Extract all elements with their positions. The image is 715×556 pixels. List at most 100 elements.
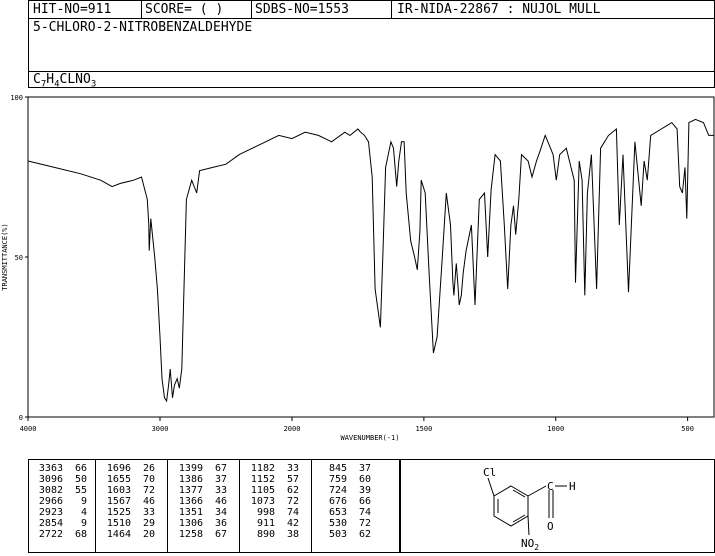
peak-wavenumber: 1366 bbox=[178, 496, 203, 507]
peak-row: 1377 33 bbox=[173, 485, 227, 496]
peak-transmittance: 74 bbox=[286, 507, 299, 518]
peak-transmittance: 9 bbox=[80, 496, 87, 507]
peak-wavenumber: 1105 bbox=[250, 485, 275, 496]
header-rule bbox=[29, 18, 714, 19]
peak-transmittance: 60 bbox=[358, 474, 371, 485]
peak-row: 3096 50 bbox=[33, 474, 87, 485]
peak-transmittance: 67 bbox=[214, 529, 227, 540]
peak-wavenumber: 3082 bbox=[38, 485, 63, 496]
peak-wavenumber: 1464 bbox=[106, 529, 131, 540]
peak-row: 1567 46 bbox=[101, 496, 155, 507]
peak-wavenumber: 1258 bbox=[178, 529, 203, 540]
peak-row: 890 38 bbox=[245, 529, 299, 540]
peak-wavenumber: 911 bbox=[256, 518, 275, 529]
peak-row: 998 74 bbox=[245, 507, 299, 518]
peak-row: 2966 9 bbox=[33, 496, 87, 507]
peak-wavenumber: 998 bbox=[256, 507, 275, 518]
peak-wavenumber: 1377 bbox=[178, 485, 203, 496]
peak-row: 1525 33 bbox=[101, 507, 155, 518]
peak-row: 2854 9 bbox=[33, 518, 87, 529]
peak-column: 845 37 759 60 724 39 676 66 653 74 530 72 503 62 bbox=[317, 463, 371, 540]
molecular-formula: C7H4CLNO3 bbox=[33, 72, 97, 90]
c-cho-bond bbox=[527, 485, 547, 497]
peak-transmittance: 67 bbox=[214, 463, 227, 474]
hit-number: HIT-NO=911 bbox=[33, 2, 112, 17]
peak-column: 3363 66 3096 50 3082 55 2966 9 2923 4 2854 9 2722 68 bbox=[33, 463, 87, 540]
peak-transmittance: 66 bbox=[74, 463, 87, 474]
peak-transmittance: 34 bbox=[214, 507, 227, 518]
peak-transmittance: 68 bbox=[74, 529, 87, 540]
peak-transmittance: 36 bbox=[214, 518, 227, 529]
peak-row: 1386 37 bbox=[173, 474, 227, 485]
x-tick-label: 500 bbox=[681, 425, 694, 433]
peak-transmittance: 55 bbox=[74, 485, 87, 496]
peak-row: 1655 70 bbox=[101, 474, 155, 485]
x-tick-label: 2000 bbox=[284, 425, 301, 433]
column-divider bbox=[95, 460, 96, 552]
peak-transmittance: 50 bbox=[74, 474, 87, 485]
peak-transmittance: 46 bbox=[214, 496, 227, 507]
column-divider bbox=[167, 460, 168, 552]
column-divider bbox=[239, 460, 240, 552]
peak-row: 845 37 bbox=[317, 463, 371, 474]
peak-transmittance: 46 bbox=[142, 496, 155, 507]
peak-wavenumber: 1399 bbox=[178, 463, 203, 474]
peak-wavenumber: 1510 bbox=[106, 518, 131, 529]
peak-transmittance: 74 bbox=[358, 507, 371, 518]
ir-spectrum-chart: 4000 3000 2000 1500 1000 500 0 50 100 WAVENUMBE… bbox=[1, 94, 715, 442]
peak-wavenumber: 1567 bbox=[106, 496, 131, 507]
peak-transmittance: 66 bbox=[358, 496, 371, 507]
peak-wavenumber: 1182 bbox=[250, 463, 275, 474]
peak-wavenumber: 1525 bbox=[106, 507, 131, 518]
peak-transmittance: 26 bbox=[142, 463, 155, 474]
peak-row: 3363 66 bbox=[33, 463, 87, 474]
structure-box: Cl C H O NO2 bbox=[400, 459, 715, 553]
peak-wavenumber: 2854 bbox=[38, 518, 63, 529]
peak-wavenumber: 653 bbox=[328, 507, 347, 518]
aldehyde-carbon-label: C bbox=[547, 480, 554, 493]
header-rule bbox=[29, 71, 714, 72]
y-axis-label: TRANSMITTANCE(%) bbox=[1, 223, 9, 290]
peak-transmittance: 33 bbox=[142, 507, 155, 518]
header-divider bbox=[391, 1, 392, 18]
ring-double-bond bbox=[512, 489, 526, 498]
peak-transmittance: 72 bbox=[286, 496, 299, 507]
peak-transmittance: 4 bbox=[80, 507, 87, 518]
score: SCORE= ( ) bbox=[145, 2, 224, 17]
peak-row: 724 39 bbox=[317, 485, 371, 496]
y-tick-label: 50 bbox=[15, 254, 23, 262]
peak-row: 1696 26 bbox=[101, 463, 155, 474]
peak-transmittance: 38 bbox=[286, 529, 299, 540]
molecule-structure: Cl C H O NO2 bbox=[483, 466, 576, 552]
peak-wavenumber: 530 bbox=[328, 518, 347, 529]
peak-transmittance: 39 bbox=[358, 485, 371, 496]
peak-column: 1399 67 1386 37 1377 33 1366 46 1351 34 1306 36 1258… bbox=[173, 463, 227, 540]
peak-wavenumber: 503 bbox=[328, 529, 347, 540]
x-tick-label: 1500 bbox=[415, 425, 432, 433]
peak-transmittance: 37 bbox=[214, 474, 227, 485]
nitro-label: NO2 bbox=[521, 537, 539, 552]
peak-transmittance: 20 bbox=[142, 529, 155, 540]
peak-row: 1464 20 bbox=[101, 529, 155, 540]
header-divider bbox=[141, 1, 142, 18]
peak-row: 2722 68 bbox=[33, 529, 87, 540]
x-tick-label: 4000 bbox=[20, 425, 37, 433]
peak-wavenumber: 3363 bbox=[38, 463, 63, 474]
y-tick-label: 100 bbox=[10, 94, 23, 102]
peak-row: 653 74 bbox=[317, 507, 371, 518]
peak-wavenumber: 2966 bbox=[38, 496, 63, 507]
peak-column: 1182 33 1152 57 1105 62 1073 72 998 74 911 42 890 38 bbox=[245, 463, 299, 540]
peak-transmittance: 33 bbox=[214, 485, 227, 496]
compound-name: 5-CHLORO-2-NITROBENZALDEHYDE bbox=[33, 20, 253, 35]
peak-row: 1182 33 bbox=[245, 463, 299, 474]
peak-wavenumber: 1386 bbox=[178, 474, 203, 485]
peak-wavenumber: 1351 bbox=[178, 507, 203, 518]
peak-wavenumber: 1152 bbox=[250, 474, 275, 485]
x-axis-label: WAVENUMBER(-1) bbox=[340, 434, 399, 442]
peak-row: 530 72 bbox=[317, 518, 371, 529]
peak-wavenumber: 1655 bbox=[106, 474, 131, 485]
peak-wavenumber: 1603 bbox=[106, 485, 131, 496]
peak-wavenumber: 2923 bbox=[38, 507, 63, 518]
peak-row: 503 62 bbox=[317, 529, 371, 540]
peak-wavenumber: 759 bbox=[328, 474, 347, 485]
